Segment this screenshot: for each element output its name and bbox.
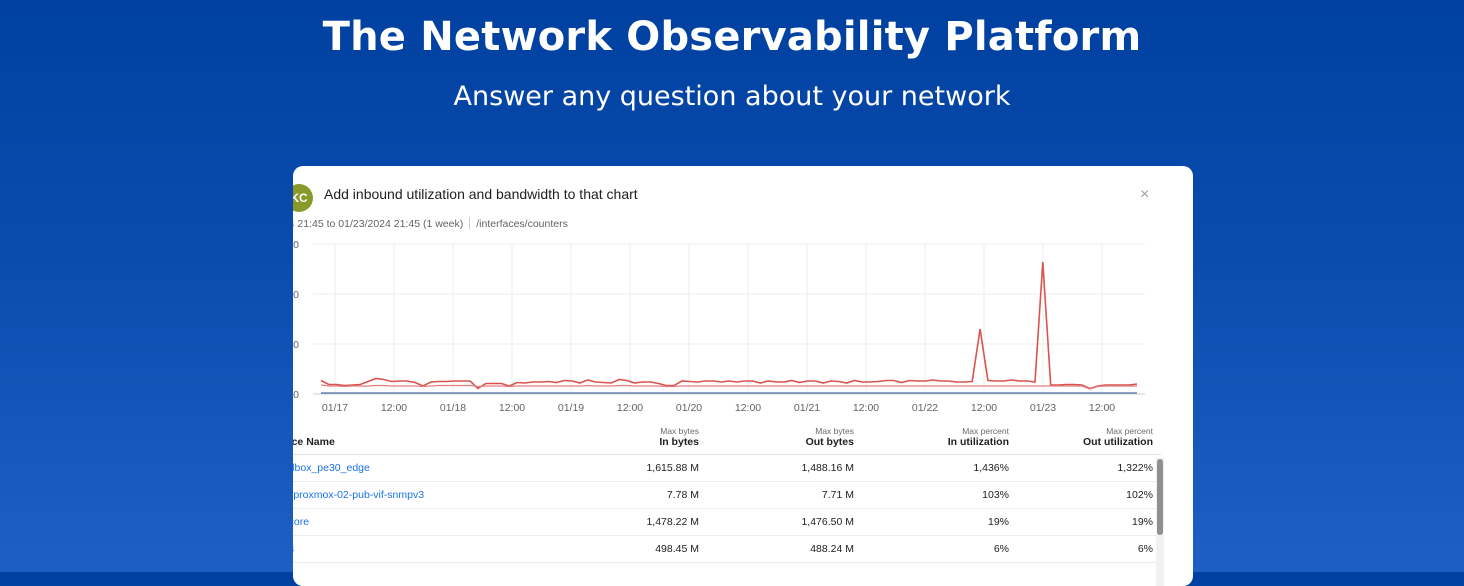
out-bytes-cell: 1,476.50 M — [707, 508, 862, 536]
in-utilization-cell: 6% — [862, 535, 1017, 563]
column-header-out-bytes[interactable]: Max bytes Out bytes — [707, 422, 862, 455]
x-tick-label: 01/18 — [440, 402, 466, 414]
x-tick-label: 12:00 — [381, 402, 407, 414]
x-tick-label: 01/20 — [676, 402, 702, 414]
table-row[interactable]: 39core 1,478.22 M 1,476.50 M 19% 19% — [293, 508, 1161, 536]
x-tick-label: 01/17 — [322, 402, 348, 414]
hero-subtitle: Answer any question about your network — [453, 81, 1011, 112]
x-tick-label: 12:00 — [971, 402, 997, 414]
close-button[interactable]: × — [1140, 186, 1150, 203]
device-link[interactable]: e34 — [293, 535, 577, 563]
table-row[interactable]: ws-proxmox-02-pub-vif-snmpv3 7.78 M 7.71… — [293, 481, 1161, 509]
device-link[interactable]: ws-proxmox-02-pub-vif-snmpv3 — [293, 481, 577, 509]
in-bytes-cell: 498.45 M — [577, 535, 707, 563]
series-line — [320, 384, 1137, 390]
out-bytes-cell: 488.24 M — [707, 535, 862, 563]
x-tick-label: 01/22 — [912, 402, 938, 414]
x-tick-label: 01/19 — [558, 402, 584, 414]
column-header-in-bytes[interactable]: Max bytes In bytes — [577, 422, 707, 455]
meta-divider — [469, 217, 471, 229]
x-tick-label: 12:00 — [853, 402, 879, 414]
in-bytes-cell: 7.78 M — [577, 481, 707, 509]
in-bytes-cell: 1,615.88 M — [577, 454, 707, 482]
x-tick-label: 12:00 — [735, 402, 761, 414]
in-utilization-cell: 1,436% — [862, 454, 1017, 482]
query-title: Add inbound utilization and bandwidth to… — [324, 186, 638, 202]
y-tick-label: 00 — [293, 339, 299, 351]
x-tick-label: 12:00 — [617, 402, 643, 414]
table-row[interactable]: e34 498.45 M 488.24 M 6% 6% — [293, 535, 1161, 563]
out-bytes-cell: 7.71 M — [707, 481, 862, 509]
y-tick-label: 00 — [293, 289, 299, 301]
table-scrollbar-thumb[interactable] — [1157, 459, 1163, 535]
out-utilization-cell: 6% — [1017, 535, 1161, 563]
x-tick-label: 12:00 — [1089, 402, 1115, 414]
query-path[interactable]: /interfaces/counters — [476, 218, 568, 230]
out-bytes-cell: 1,488.16 M — [707, 454, 862, 482]
in-utilization-cell: 19% — [862, 508, 1017, 536]
query-meta: 024 21:45 to 01/23/2024 21:45 (1 week) /i… — [293, 217, 568, 230]
column-header-in-utilization[interactable]: Max percent In utilization — [862, 422, 1017, 455]
y-tick-label: 00 — [293, 239, 299, 251]
query-result-card: KC Add inbound utilization and bandwidth… — [293, 166, 1193, 586]
time-range: 024 21:45 to 01/23/2024 21:45 (1 week) — [293, 218, 464, 230]
series-line — [320, 261, 1138, 390]
column-header-device[interactable]: evice Name — [293, 422, 577, 455]
column-header-out-utilization[interactable]: Max percent Out utilization — [1017, 422, 1161, 455]
out-utilization-cell: 19% — [1017, 508, 1161, 536]
x-tick-label: 01/21 — [794, 402, 820, 414]
out-utilization-cell: 102% — [1017, 481, 1161, 509]
x-tick-label: 01/23 — [1030, 402, 1056, 414]
out-utilization-cell: 1,322% — [1017, 454, 1161, 482]
y-tick-label: 0 — [293, 389, 299, 401]
device-link[interactable]: 39core — [293, 508, 577, 536]
device-link[interactable]: andbox_pe30_edge — [293, 454, 577, 482]
user-avatar: KC — [293, 184, 313, 212]
hero-title: The Network Observability Platform — [322, 14, 1142, 60]
in-utilization-cell: 103% — [862, 481, 1017, 509]
in-bytes-cell: 1,478.22 M — [577, 508, 707, 536]
table-row[interactable]: andbox_pe30_edge 1,615.88 M 1,488.16 M 1… — [293, 454, 1161, 482]
x-tick-label: 12:00 — [499, 402, 525, 414]
